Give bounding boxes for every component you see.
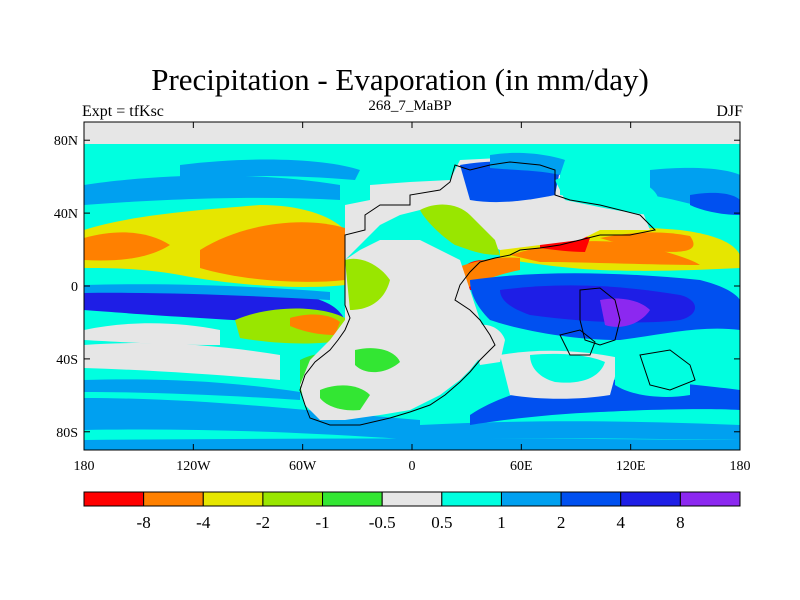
field-band xyxy=(84,343,280,380)
colorbar-swatch xyxy=(381,491,443,507)
coast-main xyxy=(299,161,657,426)
y-tick-label: 40N xyxy=(54,207,78,222)
colorbar-swatch xyxy=(620,491,681,507)
field-band xyxy=(84,379,300,400)
y-tick-labels: 80S 40S 0 40N 80N xyxy=(54,134,78,441)
field-band xyxy=(355,348,400,373)
colorbar xyxy=(83,491,741,507)
field-band xyxy=(420,421,740,440)
coast-island xyxy=(579,287,621,346)
colorbar-swatch xyxy=(83,491,145,507)
x-tick-label: 60W xyxy=(289,459,317,474)
field-band xyxy=(690,192,740,215)
colorbar-swatch xyxy=(679,491,741,507)
colorbar-label: -0.5 xyxy=(369,513,396,532)
x-tick-label: 120W xyxy=(176,459,211,474)
x-tick-label: 120E xyxy=(616,459,646,474)
field-band xyxy=(84,232,170,261)
field-band xyxy=(84,323,220,345)
field-band xyxy=(460,161,560,203)
colorbar-label: 2 xyxy=(557,513,566,532)
chart-title: Precipitation - Evaporation (in mm/day) xyxy=(151,62,649,97)
x-tick-label: 0 xyxy=(409,459,416,474)
colorbar-swatch xyxy=(560,491,622,507)
y-tick-label: 0 xyxy=(71,280,78,295)
colorbar-swatch xyxy=(202,491,264,507)
field-band xyxy=(420,204,500,255)
field-arctic xyxy=(84,122,740,144)
y-tick-label: 40S xyxy=(56,353,78,368)
colorbar-label: 4 xyxy=(616,513,625,532)
colorbar-label: -8 xyxy=(137,513,151,532)
field-band xyxy=(200,222,345,282)
axis-ticks xyxy=(83,122,741,450)
coastlines xyxy=(299,161,696,426)
field-band xyxy=(84,284,330,300)
colorbar-swatch xyxy=(143,491,204,507)
field-band xyxy=(345,258,390,310)
colorbar-label: -2 xyxy=(256,513,270,532)
colorbar-swatch xyxy=(441,491,502,507)
colorbar-label: -1 xyxy=(315,513,329,532)
colorbar-label: 1 xyxy=(497,513,506,532)
x-tick-label: 60E xyxy=(510,459,533,474)
x-tick-labels: 180 120W 60W 0 60E 120E 180 xyxy=(74,459,751,474)
colorbar-label: 0.5 xyxy=(431,513,452,532)
field-band xyxy=(600,232,694,252)
field-land xyxy=(345,158,650,260)
y-tick-label: 80N xyxy=(54,134,78,149)
colorbar-swatch xyxy=(262,491,324,507)
coast-island xyxy=(639,349,696,391)
field-band xyxy=(84,398,420,440)
x-tick-label: 180 xyxy=(730,459,751,474)
colorbar-label: 8 xyxy=(676,513,685,532)
season-label: DJF xyxy=(716,103,743,120)
y-tick-label: 80S xyxy=(56,426,78,441)
field-band xyxy=(290,314,340,335)
coast-island xyxy=(559,329,596,356)
colorbar-labels: -8 -4 -2 -1 -0.5 0.5 1 2 4 8 xyxy=(137,513,685,532)
field-band xyxy=(180,159,360,180)
field-band xyxy=(320,385,370,411)
colorbar-swatch xyxy=(322,491,383,507)
field-band xyxy=(84,175,340,205)
field-band xyxy=(615,343,690,397)
colorbar-label: -4 xyxy=(196,513,211,532)
map-fields xyxy=(84,122,740,450)
experiment-label: Expt = tfKsc xyxy=(82,103,164,120)
x-tick-label: 180 xyxy=(74,459,95,474)
chart-subtitle: 268_7_MaBP xyxy=(368,98,452,114)
field-band xyxy=(530,353,605,383)
field-band xyxy=(600,298,650,327)
field-band xyxy=(555,173,659,215)
colorbar-swatch xyxy=(500,491,562,507)
field-land xyxy=(470,324,505,365)
